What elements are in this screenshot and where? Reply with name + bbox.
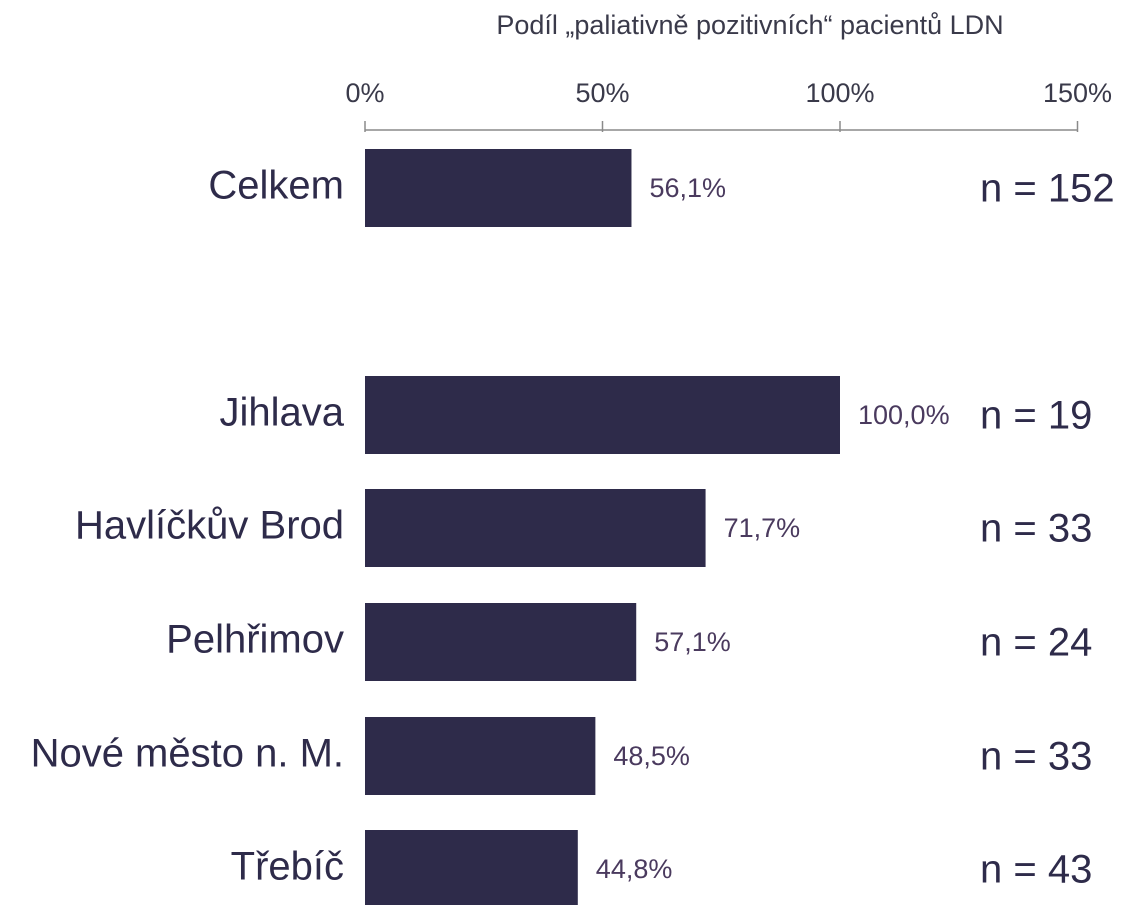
- n-label: n = 33: [980, 735, 1092, 779]
- category-label: Havlíčkův Brod: [75, 504, 344, 548]
- value-label: 57,1%: [654, 627, 731, 657]
- x-tick-label: 150%: [1043, 78, 1112, 108]
- bar: [365, 830, 578, 905]
- category-label: Jihlava: [219, 391, 344, 435]
- x-tick-label: 100%: [805, 78, 874, 108]
- category-label: Třebíč: [231, 845, 344, 889]
- x-tick-label: 50%: [575, 78, 629, 108]
- chart-title: Podíl „paliativně pozitivních“ pacientů …: [496, 10, 1003, 40]
- x-tick-label: 0%: [345, 78, 384, 108]
- bar: [365, 489, 706, 567]
- category-label: Nové město n. M.: [31, 732, 344, 776]
- value-label: 100,0%: [858, 400, 950, 430]
- bar: [365, 149, 632, 227]
- value-label: 44,8%: [596, 854, 673, 884]
- value-label: 48,5%: [613, 741, 690, 771]
- n-label: n = 43: [980, 848, 1092, 892]
- n-label: n = 24: [980, 621, 1092, 665]
- bar: [365, 717, 596, 795]
- n-label: n = 152: [980, 167, 1115, 211]
- n-label: n = 19: [980, 394, 1092, 438]
- category-label: Celkem: [208, 164, 344, 208]
- bar: [365, 603, 637, 681]
- value-label: 71,7%: [724, 513, 801, 543]
- category-label: Pelhřimov: [166, 618, 344, 662]
- n-label: n = 33: [980, 507, 1092, 551]
- value-label: 56,1%: [649, 173, 726, 203]
- bar: [365, 376, 840, 454]
